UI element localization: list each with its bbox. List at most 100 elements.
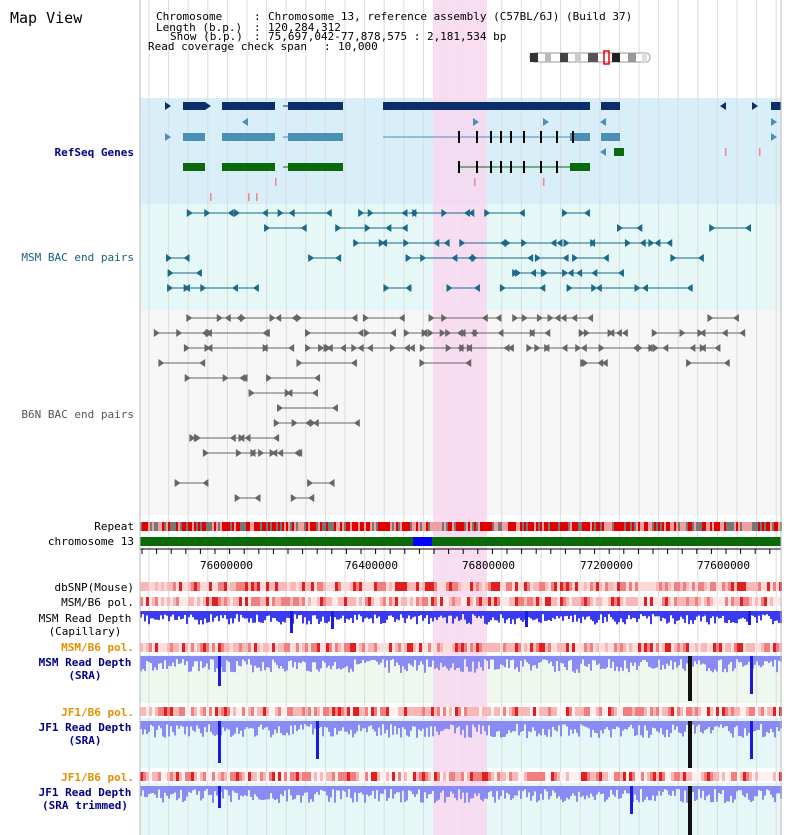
read-depth-bar (254, 721, 256, 737)
repeat-bar (552, 522, 554, 531)
read-depth-bar (524, 656, 526, 660)
read-depth-bar (200, 721, 202, 734)
polymorphism-bar (386, 597, 389, 606)
repeat-bar (592, 522, 594, 531)
read-depth-bar (162, 611, 164, 620)
read-depth-bar (684, 721, 686, 732)
strand-arrow (446, 284, 453, 292)
strand-arrow (364, 224, 371, 232)
track-label-jf1-depth-sra[interactable]: JF1 Read Depth (SRA) (38, 721, 132, 747)
read-depth-bar (266, 656, 268, 668)
polymorphism-bar (290, 772, 293, 781)
track-label-jf1-depth-trimmed[interactable]: JF1 Read Depth (SRA trimmed) (38, 786, 132, 812)
polymorphism-bar (707, 643, 710, 652)
track-label-b6n-bac[interactable]: B6N BAC end pairs (21, 408, 134, 421)
track-label-msm-depth-capillary[interactable]: MSM Read Depth (Capillary) (38, 612, 132, 638)
strand-arrow (527, 254, 534, 262)
read-depth-bar (532, 611, 534, 621)
track-label-jf1-b6-pol-2[interactable]: JF1/B6 pol. (61, 771, 134, 784)
polymorphism-bar (725, 772, 728, 781)
read-depth-bar (440, 656, 442, 663)
read-depth-bar (274, 656, 276, 663)
polymorphism-bar (152, 582, 155, 591)
read-depth-bar (244, 656, 246, 662)
read-depth-bar (388, 786, 390, 798)
polymorphism-bar (542, 772, 545, 781)
repeat-bar (396, 522, 398, 531)
read-depth-bar (246, 656, 248, 665)
polymorphism-bar (575, 772, 578, 781)
track-label-refseq[interactable]: RefSeq Genes (54, 146, 134, 159)
repeat-bar (490, 522, 492, 531)
track-label-msm-b6-pol[interactable]: MSM/B6 pol. (61, 596, 134, 609)
read-depth-bar (344, 786, 346, 792)
polymorphism-bar (683, 643, 686, 652)
track-label-dbsnp[interactable]: dbSNP(Mouse) (54, 581, 134, 594)
polymorphism-bar (686, 597, 689, 606)
track-label-chromosome[interactable]: chromosome 13 (47, 535, 134, 548)
polymorphism-bar (638, 582, 641, 591)
polymorphism-bar (158, 582, 161, 591)
polymorphism-bar (755, 643, 758, 652)
repeat-bar (340, 522, 342, 531)
read-depth-bar (424, 786, 426, 793)
repeat-bar (748, 522, 750, 531)
read-depth-bar (248, 611, 250, 623)
polymorphism-bar (377, 643, 380, 652)
polymorphism-bar (383, 582, 386, 591)
polymorphism-bar (767, 772, 770, 781)
read-depth-bar (314, 656, 316, 663)
strand-arrow (165, 133, 171, 141)
strand-arrow (419, 359, 426, 367)
polymorphism-bar (179, 597, 182, 606)
repeat-bar (538, 522, 540, 531)
strand-arrow (242, 118, 248, 126)
repeat-bar (374, 522, 376, 531)
polymorphism-bar (179, 707, 182, 716)
read-depth-bar (180, 786, 182, 790)
read-depth-bar (674, 721, 676, 730)
polymorphism-bar (452, 582, 455, 591)
polymorphism-bar (677, 772, 680, 781)
track-label-msm-depth-sra[interactable]: MSM Read Depth (SRA) (38, 656, 132, 682)
read-depth-bar (310, 786, 312, 800)
read-depth-bar (716, 656, 718, 672)
polymorphism-bar (185, 597, 188, 606)
read-depth-bar (596, 786, 598, 795)
strand-arrow (296, 449, 303, 457)
track-label-msm-bac[interactable]: MSM BAC end pairs (21, 251, 134, 264)
polymorphism-bar (140, 582, 143, 591)
polymorphism-bar (491, 582, 494, 591)
polymorphism-bar (329, 643, 332, 652)
read-depth-bar (764, 786, 766, 796)
read-depth-bar (484, 611, 486, 624)
strand-arrow (526, 344, 533, 352)
polymorphism-bar (467, 582, 470, 591)
polymorphism-bar (662, 582, 665, 591)
polymorphism-bar (272, 597, 275, 606)
read-depth-bar (746, 611, 748, 622)
polymorphism-bar (581, 597, 584, 606)
polymorphism-bar (443, 582, 446, 591)
read-depth-bar (778, 611, 780, 623)
polymorphism-bar (473, 707, 476, 716)
repeat-bar (532, 522, 534, 531)
read-depth-bar (650, 656, 652, 668)
polymorphism-bar (161, 582, 164, 591)
read-depth-bar (736, 786, 738, 792)
read-depth-bar (142, 721, 144, 735)
depth-spike (688, 786, 692, 835)
polymorphism-bar (287, 597, 290, 606)
track-label-msm-b6-pol-2[interactable]: MSM/B6 pol. (61, 641, 134, 654)
read-depth-bar (314, 786, 316, 795)
polymorphism-bar (374, 643, 377, 652)
repeat-bar (500, 522, 502, 531)
read-depth-bar (406, 656, 408, 672)
polymorphism-bar (155, 643, 158, 652)
track-label-jf1-b6-pol[interactable]: JF1/B6 pol. (61, 706, 134, 719)
track-label-repeat[interactable]: Repeat (94, 520, 134, 533)
repeat-bar (514, 522, 516, 531)
polymorphism-bar (668, 582, 671, 591)
polymorphism-bar (425, 643, 428, 652)
read-depth-bar (264, 656, 266, 671)
